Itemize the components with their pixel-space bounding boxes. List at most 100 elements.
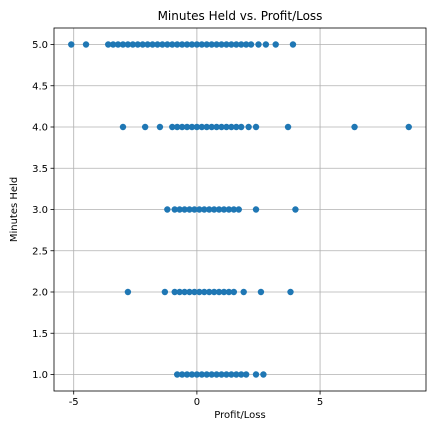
- data-point: [242, 371, 250, 378]
- data-point: [104, 41, 112, 48]
- data-point: [164, 206, 171, 213]
- data-point: [154, 41, 161, 48]
- data-point: [181, 288, 188, 296]
- data-point: [178, 371, 186, 378]
- data-point: [181, 206, 188, 213]
- data-point: [238, 371, 245, 378]
- data-point: [233, 371, 240, 378]
- data-point: [215, 206, 223, 213]
- data-point: [114, 41, 122, 48]
- data-point: [262, 41, 270, 48]
- data-point: [235, 206, 242, 213]
- y-tick-label: 3.5: [32, 164, 48, 175]
- data-point: [405, 123, 412, 131]
- data-point: [255, 41, 262, 48]
- data-point: [109, 41, 117, 48]
- ticks-layer: -5 0 5 1.0 1.5 2.0 2.5 3.0 3.5 4.0 4.5 5.0: [32, 40, 323, 408]
- data-point: [171, 206, 178, 213]
- x-tick-label: 0: [194, 397, 200, 408]
- data-point: [124, 41, 132, 48]
- data-point: [141, 123, 149, 131]
- data-point: [183, 123, 191, 131]
- data-point: [198, 41, 206, 48]
- data-point: [149, 41, 156, 48]
- data-point: [203, 371, 210, 378]
- y-tick-label: 2.0: [32, 288, 48, 299]
- data-point: [228, 41, 235, 48]
- data-point: [183, 41, 191, 48]
- data-point: [284, 123, 292, 131]
- data-point: [230, 288, 238, 296]
- data-point: [176, 288, 183, 296]
- data-point: [289, 41, 297, 48]
- data-point: [218, 123, 225, 131]
- data-point: [169, 123, 176, 131]
- data-point: [124, 288, 132, 296]
- data-point: [203, 123, 210, 131]
- data-point: [213, 123, 220, 131]
- data-point: [183, 371, 191, 378]
- y-tick-label: 4.5: [32, 81, 48, 92]
- data-point: [225, 288, 233, 296]
- data-point: [213, 41, 220, 48]
- data-point: [82, 41, 90, 48]
- data-point: [242, 41, 250, 48]
- data-point: [228, 371, 235, 378]
- y-axis-label: Minutes Held: [9, 177, 20, 242]
- data-point: [238, 41, 245, 48]
- x-tick-label: -5: [69, 397, 79, 408]
- y-tick-label: 1.0: [32, 370, 48, 381]
- data-point: [188, 123, 196, 131]
- data-point: [156, 123, 164, 131]
- data-point: [252, 371, 260, 378]
- data-point: [272, 41, 279, 48]
- data-point: [171, 288, 178, 296]
- data-point: [193, 371, 201, 378]
- y-tick-label: 2.5: [32, 246, 48, 257]
- data-point: [176, 206, 183, 213]
- data-point: [159, 41, 166, 48]
- data-point: [198, 123, 206, 131]
- data-point: [178, 123, 186, 131]
- data-point: [238, 123, 245, 131]
- data-point: [230, 206, 238, 213]
- data-point: [218, 371, 225, 378]
- data-point: [252, 206, 260, 213]
- data-point: [164, 41, 171, 48]
- data-point: [245, 123, 252, 131]
- data-point: [144, 41, 151, 48]
- chart-title: Minutes Held vs. Profit/Loss: [158, 9, 323, 23]
- data-point: [233, 123, 240, 131]
- y-tick-label: 4.0: [32, 123, 48, 134]
- data-point: [68, 41, 75, 48]
- data-point: [206, 206, 213, 213]
- data-point: [186, 206, 193, 213]
- data-point: [196, 206, 203, 213]
- data-point: [257, 288, 265, 296]
- data-point: [260, 371, 267, 378]
- data-point: [215, 288, 223, 296]
- data-point: [206, 288, 213, 296]
- data-point: [292, 206, 299, 213]
- data-point: [223, 123, 230, 131]
- y-tick-label: 1.5: [32, 329, 48, 340]
- data-point: [129, 41, 137, 48]
- data-point: [247, 41, 255, 48]
- data-point: [213, 371, 220, 378]
- data-point: [193, 41, 201, 48]
- data-point: [173, 371, 181, 378]
- x-tick-label: 5: [317, 397, 323, 408]
- x-axis-label: Profit/Loss: [214, 410, 265, 421]
- data-point: [169, 41, 176, 48]
- data-point: [220, 288, 228, 296]
- data-point: [173, 41, 181, 48]
- data-point: [208, 41, 215, 48]
- data-point: [201, 288, 208, 296]
- data-point: [225, 206, 233, 213]
- y-tick-label: 3.0: [32, 205, 48, 216]
- data-point: [191, 206, 198, 213]
- data-point: [287, 288, 294, 296]
- data-point: [210, 206, 218, 213]
- data-point: [223, 371, 230, 378]
